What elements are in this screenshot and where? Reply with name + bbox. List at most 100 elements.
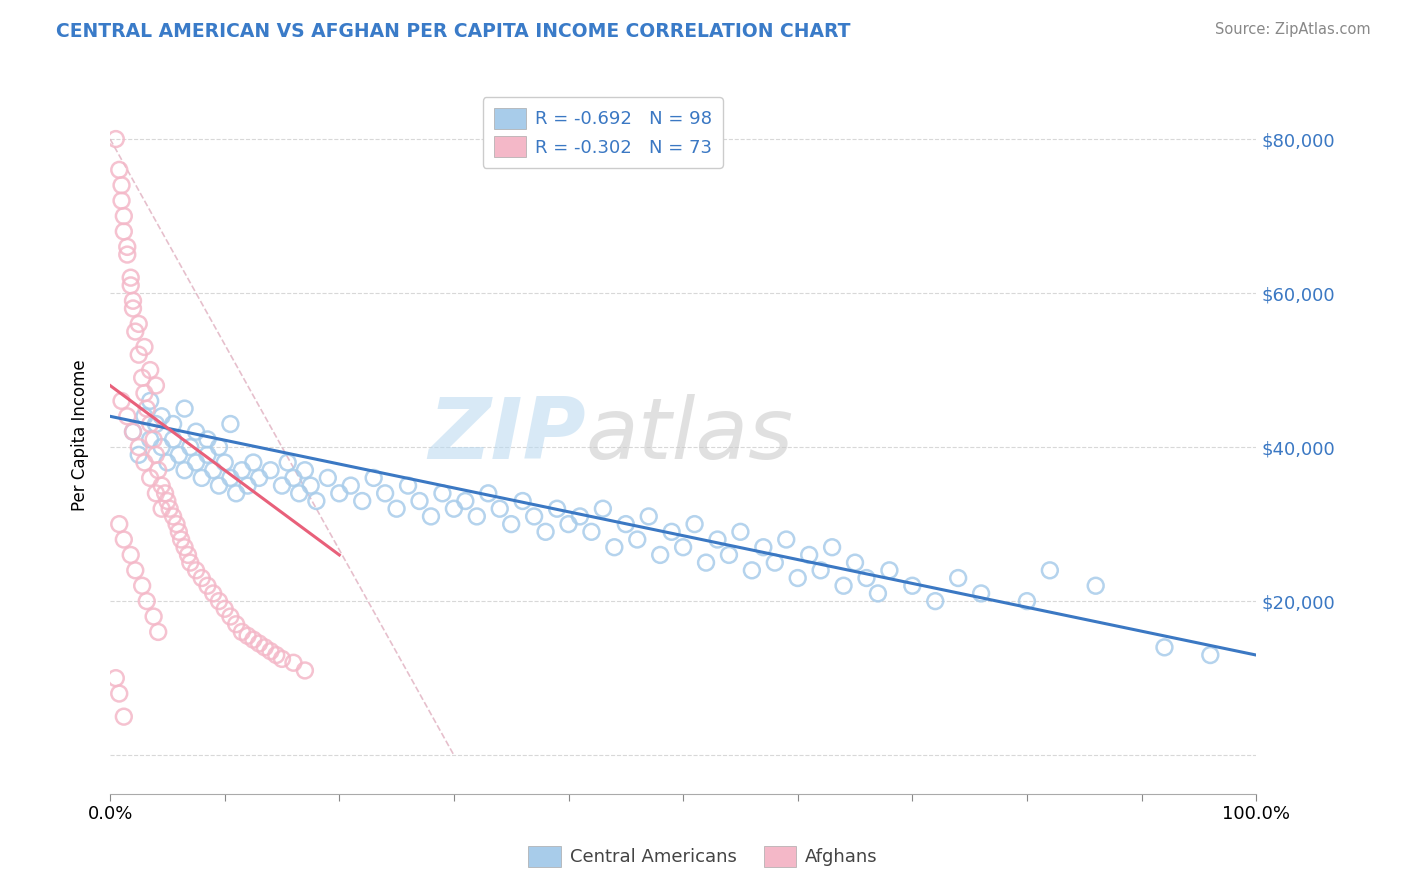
Point (131, 371, 153, 385)
Point (139, 417, 162, 431)
Point (150, 501, 173, 516)
Point (294, 463, 316, 477)
Point (752, 540, 775, 554)
Point (454, 494, 477, 508)
Point (1084, 579, 1107, 593)
Point (231, 463, 253, 477)
Point (242, 456, 264, 470)
Point (775, 533, 797, 547)
Point (523, 509, 546, 524)
Text: ZIP: ZIP (427, 394, 586, 477)
Point (145, 378, 167, 392)
Point (568, 509, 591, 524)
Point (135, 594, 157, 608)
Point (197, 433, 219, 447)
Point (396, 478, 419, 492)
Point (122, 301, 145, 316)
Point (534, 524, 557, 539)
Point (122, 425, 145, 439)
Point (488, 501, 510, 516)
Point (156, 456, 179, 470)
Point (626, 533, 648, 547)
Point (844, 556, 866, 570)
Point (901, 579, 924, 593)
Point (299, 478, 322, 492)
Point (946, 571, 969, 585)
Point (120, 278, 142, 293)
Point (139, 363, 162, 377)
Point (148, 624, 170, 639)
Point (179, 440, 201, 454)
Point (108, 162, 131, 177)
Point (242, 632, 264, 647)
Point (661, 524, 683, 539)
Point (385, 501, 408, 516)
Point (145, 486, 167, 500)
Point (1153, 640, 1175, 655)
Point (112, 209, 135, 223)
Point (706, 533, 728, 547)
Point (167, 524, 190, 539)
Point (110, 393, 132, 408)
Point (581, 524, 603, 539)
Point (166, 517, 188, 532)
Point (294, 664, 316, 678)
Point (173, 540, 195, 554)
Point (139, 471, 162, 485)
Point (134, 386, 156, 401)
Point (557, 517, 579, 532)
Point (924, 594, 946, 608)
Point (134, 340, 156, 354)
Point (110, 178, 132, 193)
Point (271, 652, 294, 666)
Point (139, 393, 162, 408)
Point (184, 425, 207, 439)
Point (465, 509, 488, 524)
Point (117, 409, 139, 424)
Point (120, 548, 142, 562)
Point (637, 509, 659, 524)
Point (148, 463, 170, 477)
Point (197, 579, 219, 593)
Point (259, 463, 281, 477)
Point (879, 563, 901, 577)
Point (179, 556, 201, 570)
Point (408, 494, 430, 508)
Point (219, 609, 242, 624)
Point (128, 440, 150, 454)
Point (128, 448, 150, 462)
Y-axis label: Per Capita Income: Per Capita Income (72, 359, 89, 511)
Point (225, 486, 247, 500)
Point (855, 571, 877, 585)
Point (730, 524, 752, 539)
Point (131, 579, 153, 593)
Point (512, 494, 534, 508)
Point (208, 594, 231, 608)
Point (145, 448, 167, 462)
Point (799, 548, 821, 562)
Point (650, 548, 672, 562)
Point (339, 478, 361, 492)
Text: Source: ZipAtlas.com: Source: ZipAtlas.com (1215, 22, 1371, 37)
Point (142, 609, 165, 624)
Point (128, 348, 150, 362)
Point (214, 456, 236, 470)
Point (501, 517, 523, 532)
Point (236, 478, 259, 492)
Point (695, 556, 717, 570)
Point (786, 571, 808, 585)
Point (477, 486, 499, 500)
Point (177, 548, 200, 562)
Point (139, 433, 162, 447)
Point (832, 579, 855, 593)
Point (120, 270, 142, 285)
Point (150, 440, 173, 454)
Point (112, 709, 135, 723)
Point (247, 471, 270, 485)
Point (112, 533, 135, 547)
Legend: R = -0.692   N = 98, R = -0.302   N = 73: R = -0.692 N = 98, R = -0.302 N = 73 (482, 97, 723, 168)
Point (810, 563, 832, 577)
Point (225, 617, 247, 632)
Point (162, 509, 184, 524)
Point (167, 448, 190, 462)
